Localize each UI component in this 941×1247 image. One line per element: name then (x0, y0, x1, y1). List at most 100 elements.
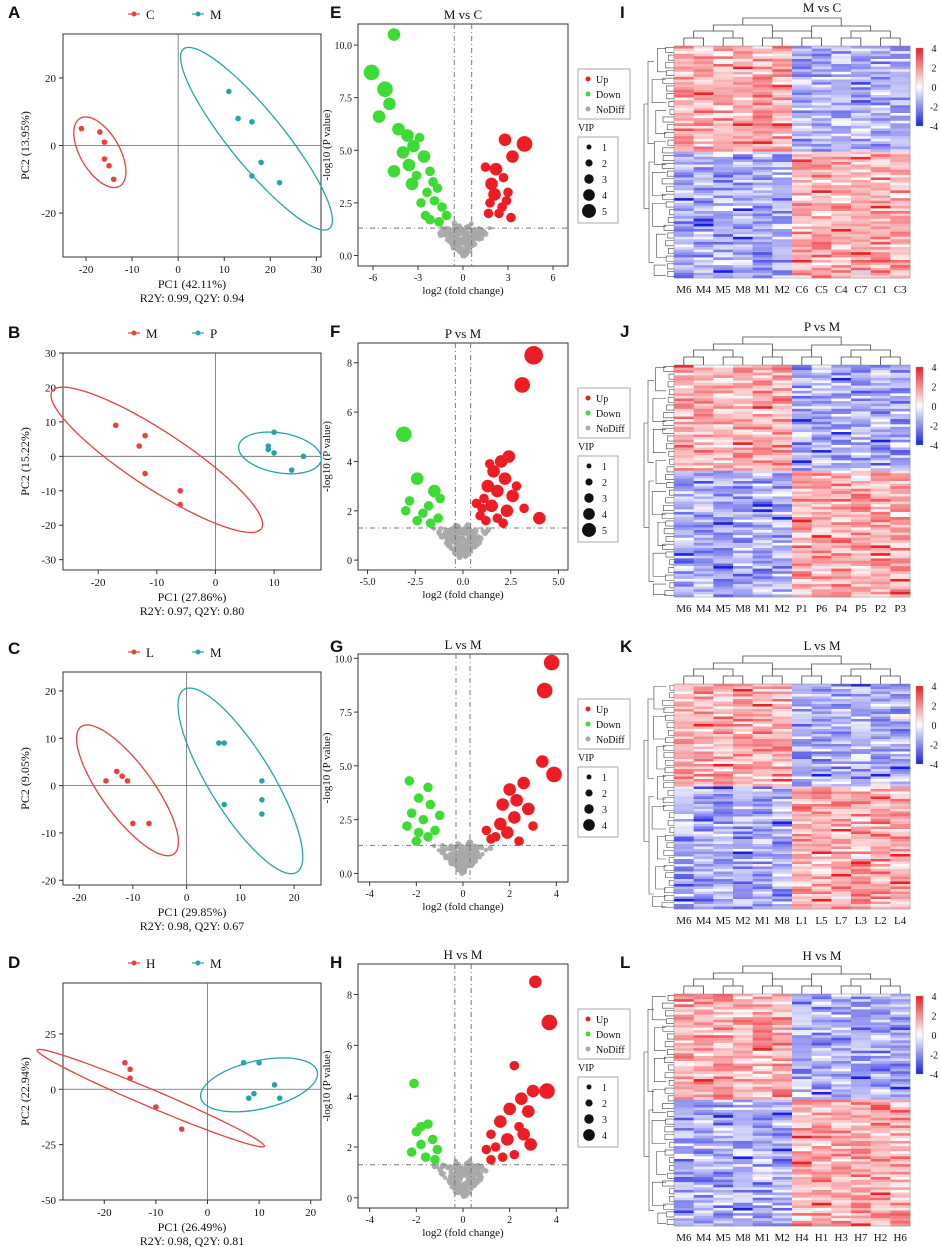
heatmap-cell (851, 1004, 871, 1008)
heatmap-cell (870, 465, 891, 469)
heatmap-cell (890, 741, 911, 745)
heatmap-cell (870, 859, 891, 862)
heatmap-cell (792, 79, 812, 83)
heatmap-cell (713, 198, 734, 201)
heatmap-cell (733, 450, 753, 453)
heatmap-cell (772, 156, 793, 160)
heatmap-cell (693, 709, 714, 712)
heatmap-cell (713, 437, 734, 441)
heatmap-cell (792, 143, 812, 147)
heatmap-cell (890, 141, 911, 145)
heatmap-cell (693, 154, 714, 158)
nodiff-point (467, 852, 474, 858)
heatmap-cell (851, 1053, 871, 1057)
heatmap-cell (752, 61, 773, 65)
heatmap-cell (851, 746, 871, 750)
heatmap-cell (674, 180, 694, 183)
heatmap-cell (811, 270, 832, 274)
heatmap-cell (870, 686, 891, 690)
heatmap-cell (733, 424, 753, 428)
heatmap-cell (674, 107, 694, 111)
heatmap-cell (693, 1009, 714, 1013)
heatmap-cell (890, 1030, 911, 1033)
heatmap-cell (890, 79, 911, 83)
heatmap-cell (831, 167, 852, 171)
heatmap-cell (811, 434, 832, 438)
heatmap-cell (811, 794, 832, 797)
heatmap-cell (870, 819, 891, 822)
heatmap-cell (890, 686, 911, 690)
heatmap-cell (831, 879, 852, 882)
heatmap-cell (693, 996, 714, 1000)
heatmap-cell (772, 849, 793, 852)
heatmap-cell (752, 241, 773, 245)
heatmap-cell (811, 252, 832, 256)
heatmap-cell (733, 1081, 753, 1085)
heatmap-cell (851, 509, 871, 513)
heatmap-cell (851, 555, 871, 559)
heatmap-cell (792, 550, 812, 554)
heatmap-cell (811, 1089, 832, 1093)
heatmap-cell (693, 491, 714, 495)
heatmap-cell (851, 452, 871, 456)
heatmap-cell (792, 192, 812, 196)
heatmap-column-label: P1 (796, 603, 808, 615)
heatmap-cell (851, 84, 871, 88)
heatmap-cell (811, 511, 832, 515)
heatmap-cell (792, 483, 812, 487)
heatmap-cell (870, 66, 891, 70)
heatmap-cell (733, 236, 753, 240)
heatmap-cell (752, 881, 773, 885)
heatmap-cell (733, 136, 753, 140)
legend-label: Down (596, 90, 620, 101)
heatmap-cell (811, 167, 832, 171)
heatmap-cell (831, 149, 852, 152)
heatmap-cell (713, 447, 734, 451)
heatmap-cell (772, 118, 793, 122)
heatmap-cell (831, 375, 852, 379)
heatmap-cell (733, 999, 753, 1003)
heatmap-cell (674, 1032, 694, 1036)
heatmap-cell (831, 483, 852, 487)
heatmap-cell (752, 726, 773, 730)
colorbar (915, 366, 924, 446)
heatmap-cell (890, 856, 911, 860)
heatmap-cell (772, 1084, 793, 1088)
heatmap-cell (674, 540, 694, 544)
heatmap-cell (851, 110, 871, 114)
heatmap-cell (890, 779, 911, 782)
heatmap-cell (890, 786, 911, 790)
heatmap-cell (811, 239, 832, 243)
up-point (498, 172, 509, 183)
heatmap-cell (713, 411, 734, 415)
heatmap-cell (772, 560, 793, 564)
heatmap-cell (851, 113, 871, 116)
heatmap-cell (693, 741, 714, 745)
heatmap-cell (811, 999, 832, 1003)
nodiff-point (461, 230, 467, 236)
heatmap-column-label: M4 (696, 915, 712, 927)
heatmap-cell (752, 791, 773, 795)
heatmap-cell (890, 64, 911, 67)
heatmap-cell (811, 372, 832, 376)
heatmap-cell (752, 1014, 773, 1018)
heatmap-cell (811, 749, 832, 752)
heatmap-cell (772, 864, 793, 867)
heatmap-cell (674, 854, 694, 857)
vip-size-label: 3 (602, 1115, 607, 1126)
heatmap-cell (733, 1022, 753, 1026)
heatmap-cell (752, 709, 773, 712)
heatmap-cell (890, 365, 911, 368)
heatmap-cell (890, 540, 911, 544)
heatmap-cell (772, 97, 793, 101)
heatmap-cell (733, 527, 753, 531)
heatmap-cell (811, 257, 832, 261)
heatmap-cell (792, 904, 812, 907)
heatmap-cell (752, 1084, 773, 1088)
heatmap-cell (772, 794, 793, 797)
heatmap-cell (733, 1009, 753, 1013)
nodiff-point (456, 231, 462, 237)
legend-dot (131, 330, 137, 336)
heatmap-cell (693, 804, 714, 807)
heatmap-cell (772, 801, 793, 805)
